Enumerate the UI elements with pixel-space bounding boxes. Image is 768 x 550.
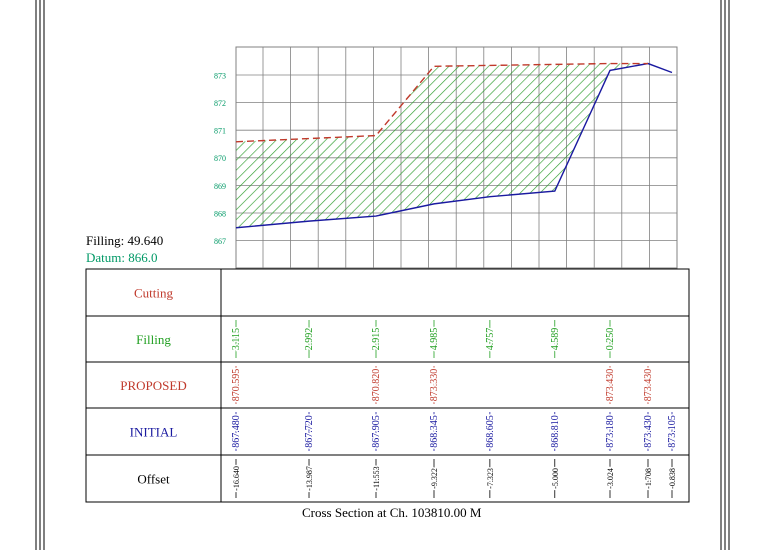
filling-value: 2.915 xyxy=(371,328,382,351)
proposed-value: 873.330 xyxy=(429,369,440,402)
offset-value: -11.553 xyxy=(372,466,381,490)
initial-value: 867.905 xyxy=(371,415,382,448)
filling-hatch xyxy=(236,63,648,228)
offset-value: -3.024 xyxy=(606,468,615,489)
elevation-tick-label: 871 xyxy=(214,127,226,136)
initial-value: 868.345 xyxy=(429,415,440,448)
table-border xyxy=(85,268,690,503)
table-row-label: PROPOSED xyxy=(120,378,186,393)
elevation-labels: 867 868 869 870 871 872 873 xyxy=(214,71,226,246)
filling-value: 2.992 xyxy=(304,328,315,351)
offset-value: -16.640 xyxy=(232,466,241,491)
filling-total: Filling: 49.640 xyxy=(86,233,164,248)
offset-value: -1.708 xyxy=(644,468,653,489)
offset-value: -9.322 xyxy=(430,468,439,489)
elevation-tick-label: 867 xyxy=(214,237,226,246)
elevation-tick-label: 868 xyxy=(214,209,226,218)
filling-value: 0.250 xyxy=(605,328,616,351)
proposed-grade-line xyxy=(235,62,648,143)
offset-value: -7.323 xyxy=(486,468,495,489)
filling-value: 3.115 xyxy=(231,328,242,350)
data-table: Cutting Filling PROPOSED INITIAL Offset 3.115… xyxy=(85,268,690,503)
elevation-tick-label: 869 xyxy=(214,182,226,191)
initial-value: 867.480 xyxy=(231,415,242,448)
table-row-label: Cutting xyxy=(134,286,174,301)
filling-value: 4.589 xyxy=(550,328,561,351)
initial-value: 873.105 xyxy=(667,415,678,448)
sheet-border xyxy=(35,0,730,550)
proposed-value: 873.430 xyxy=(643,369,654,402)
initial-ground-line xyxy=(235,62,673,229)
filling-value: 4.757 xyxy=(485,328,496,351)
table-row-label: INITIAL xyxy=(130,425,178,440)
proposed-value: 870.595 xyxy=(231,369,242,402)
offset-value: -5.000 xyxy=(551,468,560,489)
offset-value: -0.838 xyxy=(668,468,677,489)
offset-value: -13.987 xyxy=(305,466,314,491)
datum-value: Datum: 866.0 xyxy=(86,250,158,265)
filling-value: 4.985 xyxy=(429,328,440,351)
initial-value: 868.605 xyxy=(485,415,496,448)
elevation-tick-label: 870 xyxy=(214,154,226,163)
proposed-value: 873.430 xyxy=(605,369,616,402)
initial-value: 873.180 xyxy=(605,415,616,448)
profile-lines xyxy=(235,62,673,229)
table-row-label: Filling xyxy=(136,332,171,347)
proposed-value: 870.820 xyxy=(371,369,382,402)
table-row-label: Offset xyxy=(137,472,170,487)
initial-value: 868.810 xyxy=(550,415,561,448)
elevation-tick-label: 872 xyxy=(214,99,226,108)
section-caption: Cross Section at Ch. 103810.00 M xyxy=(302,505,482,520)
elevation-tick-label: 873 xyxy=(214,71,226,80)
initial-value: 867.720 xyxy=(304,415,315,448)
initial-value: 873.430 xyxy=(643,415,654,448)
filling-area xyxy=(236,63,648,228)
